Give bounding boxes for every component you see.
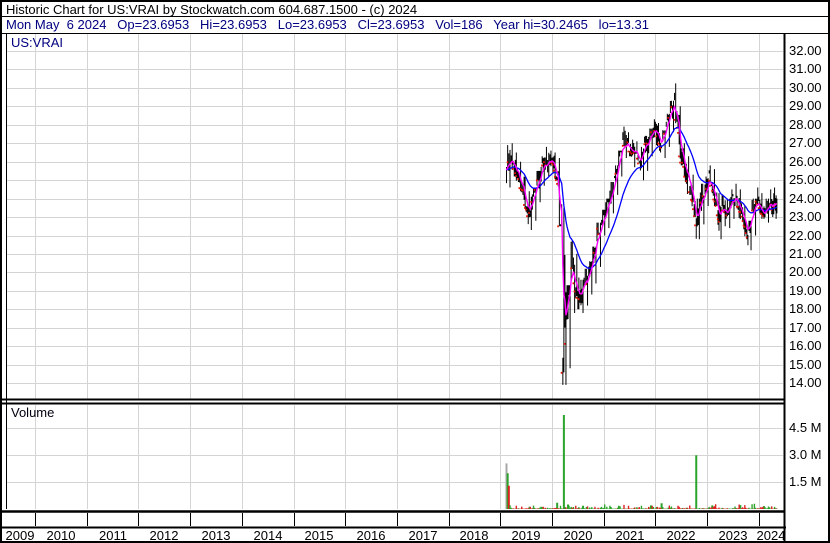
year-axis-label: 2024 xyxy=(756,528,786,543)
year-axis-label: 2011 xyxy=(99,528,127,543)
price-axis-label: 24.00 xyxy=(789,191,822,206)
price-axis-label: 31.00 xyxy=(789,61,822,76)
price-axis-label: 22.00 xyxy=(789,228,822,243)
year-axis-label: 2021 xyxy=(615,528,645,543)
year-axis-label: 2018 xyxy=(459,528,489,543)
price-axis-label: 17.00 xyxy=(789,320,822,335)
price-axis-label: 29.00 xyxy=(789,98,822,113)
header-divider xyxy=(2,16,828,17)
price-axis-label: 18.00 xyxy=(789,301,822,316)
year-axis-label: 2022 xyxy=(666,528,696,543)
year-axis-label: 2020 xyxy=(563,528,593,543)
price-axis-label: 19.00 xyxy=(789,283,822,298)
symbol-label: US:VRAI xyxy=(11,35,64,50)
volume-axis-label: 4.5 M xyxy=(789,420,822,435)
price-axis-label: 28.00 xyxy=(789,117,822,132)
year-axis-label: 2016 xyxy=(356,528,386,543)
price-axis-label: 16.00 xyxy=(789,338,822,353)
volume-axis-label: 3.0 M xyxy=(789,447,822,462)
year-axis-label: 2023 xyxy=(718,528,748,543)
price-axis-label: 21.00 xyxy=(789,246,822,261)
price-axis-label: 23.00 xyxy=(789,209,822,224)
quote-summary: Mon May 6 2024 Op=23.6953 Hi=23.6953 Lo=… xyxy=(6,17,649,32)
chart-title: Historic Chart for US:VRAI by Stockwatch… xyxy=(6,2,418,17)
price-axis-label: 32.00 xyxy=(789,43,822,58)
volume-axis-label: 1.5 M xyxy=(789,474,822,489)
year-axis-label: 2019 xyxy=(511,528,541,543)
price-axis-label: 27.00 xyxy=(789,135,822,150)
price-axis-label: 25.00 xyxy=(789,172,822,187)
price-axis-label: 15.00 xyxy=(789,357,822,372)
year-axis-label: 2010 xyxy=(46,528,76,543)
price-axis-label: 30.00 xyxy=(789,80,822,95)
year-axis-label: 2015 xyxy=(304,528,334,543)
year-axis-label: 2009 xyxy=(5,528,35,543)
price-axis-label: 14.00 xyxy=(789,375,822,390)
year-axis-label: 2017 xyxy=(408,528,438,543)
year-axis-label: 2014 xyxy=(253,528,283,543)
volume-panel-label: Volume xyxy=(11,405,55,420)
year-axis-label: 2012 xyxy=(149,528,179,543)
price-axis-label: 20.00 xyxy=(789,264,822,279)
price-axis-label: 26.00 xyxy=(789,154,822,169)
year-axis-label: 2013 xyxy=(201,528,231,543)
